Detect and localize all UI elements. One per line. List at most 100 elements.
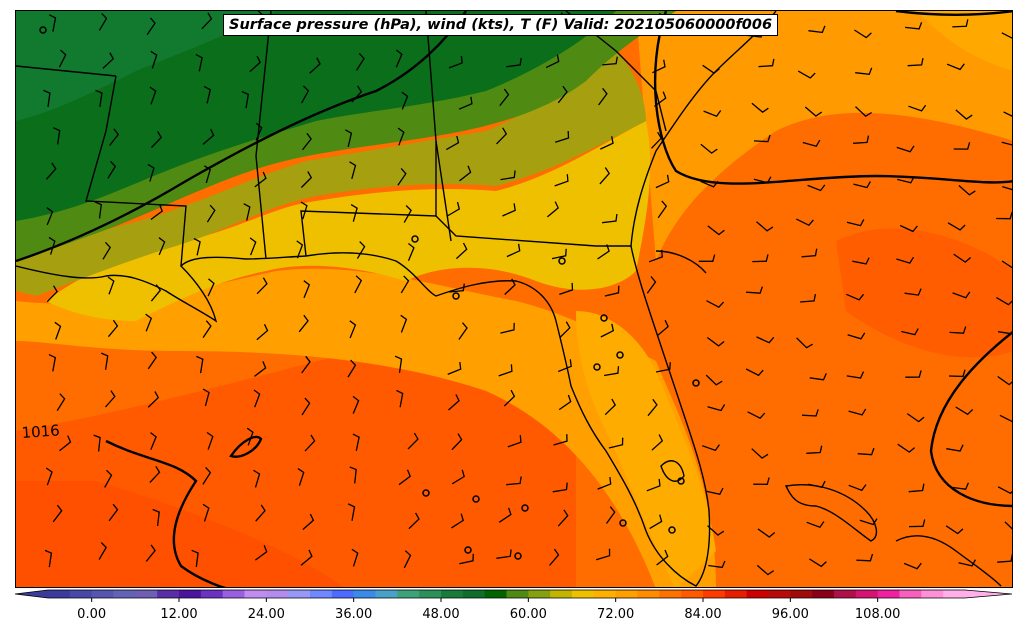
colorbar-cell [113,590,136,598]
wind-barb [398,469,411,486]
wind-barb [554,174,569,187]
wind-barb [48,14,57,32]
wind-barb [1003,111,1012,117]
wind-barb [997,486,1012,495]
wind-barb [555,130,570,143]
wind-barb [705,374,723,386]
colorbar-cell [615,590,638,598]
wind-barb [296,240,304,259]
wind-barb [809,558,827,568]
wind-barb [394,355,403,373]
wind-barb [149,86,157,105]
wind-barb [952,19,969,28]
wind-barb [447,362,462,376]
wind-barb [896,256,915,264]
wind-barb [407,432,419,450]
colorbar-cell [222,590,245,598]
wind-barb [448,394,460,411]
wind-barb [146,17,156,36]
wind-barb [958,185,976,196]
wind-barb [745,368,764,377]
wind-barb [951,482,969,490]
wind-barb [202,388,210,407]
wind-barb [655,362,671,373]
wind-barb [201,12,213,30]
wind-barb [999,414,1012,423]
wind-barb [203,165,211,184]
wind-barb [796,218,814,227]
colorbar-cell [659,590,682,598]
wind-barb [1004,521,1012,530]
wind-barb [56,393,66,412]
wind-barb [58,49,67,68]
wind-barb [255,122,263,141]
wind-barb [145,313,153,332]
wind-barb [846,293,865,301]
wind-barb [458,322,468,340]
wind-barb [649,514,663,530]
wind-barb [206,431,214,450]
wind-barb [101,352,109,370]
wind-barb [191,549,199,567]
wind-barb [852,257,870,265]
wind-barb [397,127,405,146]
temperature-field-red-orange [836,228,1012,358]
colorbar-cell [877,590,900,598]
colorbar-cell [462,590,486,598]
wind-barb [48,354,57,372]
wind-barb [907,57,924,67]
colorbar-tick-label: 72.00 [597,607,635,622]
wind-barb [59,435,72,452]
wind-barb [707,225,725,236]
colorbar-tick-label: 84.00 [684,607,722,622]
wind-barb [708,560,726,569]
wind-barb [997,375,1012,386]
wind-barb [350,204,358,222]
colorbar-cell [375,590,398,598]
wind-barb [996,211,1012,220]
wind-barb [705,487,724,495]
wind-barb [504,278,516,295]
wind-barb [102,241,112,260]
wind-barb [901,328,919,336]
map-frame: 1016 [15,10,1013,588]
wind-barb [253,469,261,488]
wind-barb [98,542,108,560]
wind-barb [93,434,101,452]
colorbar-cell [135,590,158,598]
wind-barb [605,506,616,524]
wind-barb [647,398,658,417]
wind-barb [706,336,725,347]
wind-barb [256,324,269,341]
wind-barb [498,507,512,523]
wind-barb [53,127,61,145]
colorbar-cell [703,590,726,598]
colorbar-cell [244,590,267,598]
temperature-field-amber [16,268,716,587]
wind-barb [557,509,569,527]
wind-barb [256,277,268,295]
wind-barb [451,469,465,485]
wind-barb [506,57,522,68]
colorbar-cell [266,590,289,598]
wind-barb [1001,32,1012,39]
wind-barb [459,165,472,182]
wind-barb [651,131,663,149]
wind-barb [1002,185,1012,191]
wind-barb [158,237,166,256]
map-title: Surface pressure (hPa), wind (kts), T (F… [223,14,779,36]
wind-barb [109,128,120,146]
wind-barb [355,52,365,71]
wind-barb [809,373,827,381]
colorbar-cell [637,590,660,598]
wind-barb [856,553,874,562]
wind-barb [107,160,117,179]
temperature-field-yellow [46,121,651,321]
colorbar-outline [14,589,1013,599]
wind-barb [796,337,813,349]
wind-barb [804,106,823,117]
wind-barb [604,285,620,297]
colorbar-tick-label: 48.00 [422,607,460,622]
wind-barb [604,398,617,416]
colorbar-cell [179,590,202,598]
